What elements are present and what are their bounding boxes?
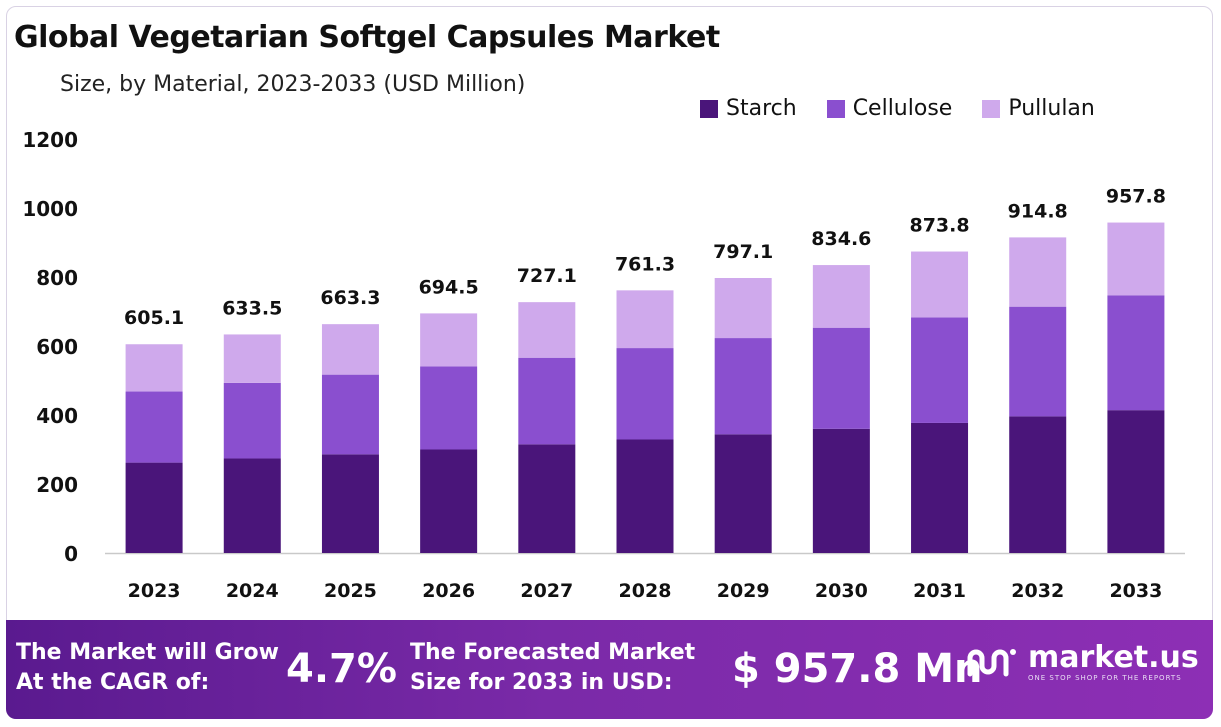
legend-label-starch: Starch — [726, 96, 797, 121]
legend-label-cellulose: Cellulose — [852, 96, 953, 121]
bar-segment-cellulose — [518, 357, 576, 445]
legend-swatch-starch — [700, 99, 718, 118]
bar-total-label: 761.3 — [615, 253, 675, 275]
bar-segment-pullulan — [321, 324, 379, 375]
x-tick-label: 2023 — [128, 580, 181, 602]
x-tick-label: 2031 — [913, 580, 966, 602]
bar-segment-starch — [714, 434, 772, 553]
forecast-value: $ 957.8 Mn — [732, 646, 983, 692]
bar-total-label: 663.3 — [320, 287, 380, 309]
bar-segment-cellulose — [223, 382, 281, 459]
bar-segment-pullulan — [1009, 237, 1067, 307]
cagr-label: The Market will Grow At the CAGR of: — [16, 638, 279, 698]
x-tick-label: 2033 — [1109, 580, 1162, 602]
brand: market.us ONE STOP SHOP FOR THE REPORTS — [966, 642, 1199, 682]
x-tick-label: 2026 — [422, 580, 475, 602]
bar-segment-starch — [1009, 416, 1067, 553]
bar-total-label: 633.5 — [222, 297, 282, 319]
chart-title: Global Vegetarian Softgel Capsules Marke… — [14, 20, 720, 55]
bar-segment-starch — [911, 422, 969, 553]
brand-name: market.us — [1028, 640, 1199, 675]
legend-label-pullulan: Pullulan — [1008, 96, 1095, 121]
y-tick-label: 200 — [36, 473, 78, 497]
bar-segment-pullulan — [518, 302, 576, 358]
bar-segment-starch — [420, 449, 478, 553]
bar-total-label: 957.8 — [1106, 186, 1166, 208]
y-tick-label: 800 — [36, 266, 78, 290]
x-tick-label: 2028 — [619, 580, 672, 602]
bar-segment-pullulan — [616, 290, 674, 349]
bar-segment-pullulan — [1107, 222, 1165, 296]
bar-total-label: 834.6 — [811, 228, 871, 250]
bar-segment-pullulan — [911, 251, 969, 318]
bar-segment-starch — [321, 454, 379, 553]
bar-segment-pullulan — [714, 278, 772, 339]
legend-swatch-pullulan — [982, 99, 1001, 118]
forecast-label-line1: The Forecasted Market — [410, 640, 696, 665]
bar-segment-pullulan — [812, 265, 870, 328]
x-tick-label: 2027 — [520, 580, 573, 602]
x-tick-label: 2025 — [324, 580, 377, 602]
bar-segment-cellulose — [812, 327, 870, 429]
legend-item-pullulan: Pullulan — [982, 96, 1095, 121]
forecast-label: The Forecasted Market Size for 2033 in U… — [410, 638, 695, 698]
y-tick-label: 1000 — [22, 197, 78, 221]
bar-segment-cellulose — [616, 348, 674, 440]
footer-banner: The Market will Grow At the CAGR of: 4.7… — [6, 620, 1213, 719]
x-tick-label: 2030 — [815, 580, 868, 602]
bar-segment-cellulose — [1009, 306, 1067, 417]
legend-item-starch: Starch — [700, 96, 797, 121]
bar-segment-pullulan — [223, 334, 281, 383]
legend: Starch Cellulose Pullulan — [700, 96, 1095, 121]
bar-segment-starch — [812, 428, 870, 553]
brand-tagline: ONE STOP SHOP FOR THE REPORTS — [1028, 674, 1182, 682]
bar-total-label: 727.1 — [517, 265, 577, 287]
bar-segment-cellulose — [125, 391, 183, 463]
bar-segment-cellulose — [1107, 295, 1165, 411]
legend-item-cellulose: Cellulose — [826, 96, 953, 121]
y-tick-label: 400 — [36, 404, 78, 428]
y-tick-label: 0 — [64, 542, 78, 566]
y-tick-label: 1200 — [22, 128, 78, 152]
bar-segment-cellulose — [321, 374, 379, 455]
x-tick-label: 2029 — [717, 580, 770, 602]
bar-segment-starch — [518, 444, 576, 553]
bar-total-label: 605.1 — [124, 307, 184, 329]
cagr-label-line2: At the CAGR of: — [16, 670, 210, 695]
y-tick-label: 600 — [36, 335, 78, 359]
bar-segment-cellulose — [911, 317, 969, 423]
bar-segment-starch — [616, 439, 674, 553]
bar-segment-cellulose — [420, 366, 478, 450]
bar-total-label: 914.8 — [1008, 200, 1068, 222]
bar-segment-pullulan — [420, 313, 478, 367]
bar-segment-starch — [1107, 410, 1165, 553]
cagr-value: 4.7% — [286, 646, 397, 692]
brand-text: market.us ONE STOP SHOP FOR THE REPORTS — [1028, 640, 1199, 683]
bar-segment-starch — [223, 458, 281, 553]
market-us-logo-icon — [967, 649, 1016, 677]
cagr-label-line1: The Market will Grow — [16, 640, 279, 665]
bar-total-label: 797.1 — [713, 241, 773, 263]
forecast-label-line2: Size for 2033 in USD: — [410, 670, 673, 695]
bar-segment-pullulan — [125, 344, 183, 392]
bar-total-label: 694.5 — [419, 276, 479, 298]
bar-segment-starch — [125, 462, 183, 553]
bar-total-label: 873.8 — [909, 215, 969, 237]
x-tick-label: 2032 — [1011, 580, 1064, 602]
chart-subtitle: Size, by Material, 2023-2033 (USD Millio… — [60, 72, 526, 97]
bar-segment-cellulose — [714, 338, 772, 435]
x-tick-label: 2024 — [226, 580, 279, 602]
legend-swatch-cellulose — [826, 99, 845, 118]
